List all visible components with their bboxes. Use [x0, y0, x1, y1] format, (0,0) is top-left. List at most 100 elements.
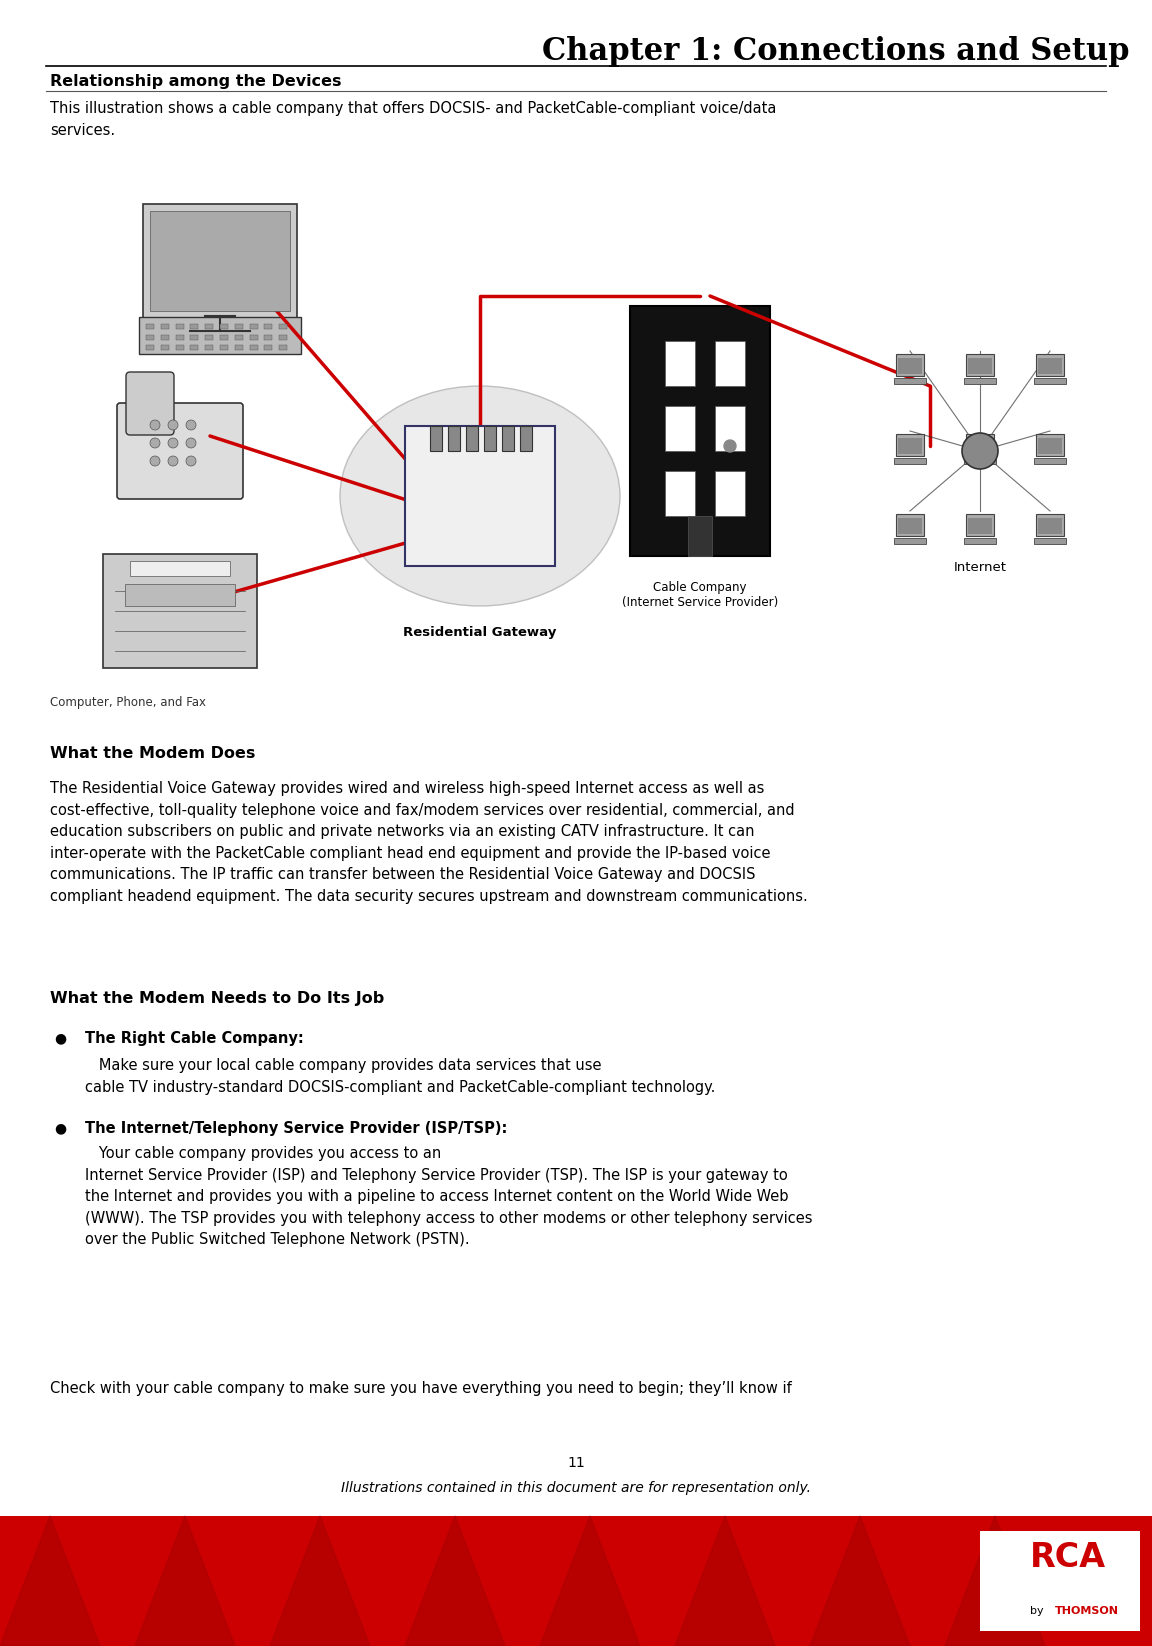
Polygon shape [945, 1516, 1045, 1646]
Bar [235, 346, 243, 351]
Bar [126, 584, 235, 606]
Text: The Internet/Telephony Service Provider (ISP/TSP):: The Internet/Telephony Service Provider … [85, 1121, 507, 1136]
Bar [484, 426, 497, 451]
Bar [688, 515, 712, 556]
Bar [967, 354, 994, 375]
Bar [220, 346, 228, 351]
Bar [220, 334, 228, 339]
Bar [0, 1516, 1152, 1646]
Bar [502, 426, 514, 451]
Bar [279, 324, 287, 329]
Text: Relationship among the Devices: Relationship among the Devices [50, 74, 341, 89]
Bar [265, 334, 272, 339]
Bar [715, 471, 745, 515]
Bar [250, 324, 258, 329]
Circle shape [168, 420, 179, 430]
Bar [235, 334, 243, 339]
Bar [894, 538, 926, 543]
Polygon shape [810, 1516, 910, 1646]
Text: What the Modem Needs to Do Its Job: What the Modem Needs to Do Its Job [50, 991, 385, 1006]
Bar [715, 341, 745, 387]
Bar [279, 334, 287, 339]
Bar [964, 379, 996, 384]
FancyBboxPatch shape [103, 555, 257, 668]
Text: Make sure your local cable company provides data services that use
cable TV indu: Make sure your local cable company provi… [85, 1058, 715, 1095]
Bar [265, 324, 272, 329]
FancyBboxPatch shape [143, 204, 297, 318]
FancyBboxPatch shape [150, 211, 290, 311]
Bar [964, 538, 996, 543]
Text: Internet: Internet [954, 561, 1007, 574]
Bar [967, 514, 994, 537]
Ellipse shape [340, 387, 620, 606]
Polygon shape [675, 1516, 775, 1646]
FancyBboxPatch shape [30, 137, 1130, 746]
Bar [161, 346, 169, 351]
Bar [175, 346, 183, 351]
Text: The Residential Voice Gateway provides wired and wireless high-speed Internet ac: The Residential Voice Gateway provides w… [50, 780, 808, 904]
Bar [448, 426, 460, 451]
Text: ●: ● [54, 1121, 66, 1136]
Bar [190, 346, 198, 351]
Bar [130, 561, 230, 576]
Bar [205, 346, 213, 351]
Bar [1036, 354, 1064, 375]
Text: THOMSON: THOMSON [1055, 1606, 1119, 1616]
Bar [467, 426, 478, 451]
FancyBboxPatch shape [139, 318, 301, 354]
FancyBboxPatch shape [126, 372, 174, 435]
Bar [1038, 357, 1062, 374]
Bar [190, 334, 198, 339]
Circle shape [150, 438, 160, 448]
Bar [968, 357, 992, 374]
Bar [250, 346, 258, 351]
Text: What the Modem Does: What the Modem Does [50, 746, 256, 760]
Text: This illustration shows a cable company that offers DOCSIS- and PacketCable-comp: This illustration shows a cable company … [50, 100, 776, 138]
Bar [1038, 517, 1062, 533]
Bar [899, 438, 922, 454]
Bar [1034, 379, 1066, 384]
Text: Chapter 1: Connections and Setup: Chapter 1: Connections and Setup [543, 36, 1130, 67]
Text: Your cable company provides you access to an
Internet Service Provider (ISP) and: Your cable company provides you access t… [85, 1146, 812, 1248]
Bar [899, 517, 922, 533]
Bar [220, 324, 228, 329]
Bar [175, 324, 183, 329]
Bar [205, 334, 213, 339]
Circle shape [962, 433, 998, 469]
FancyBboxPatch shape [118, 403, 243, 499]
Circle shape [723, 439, 736, 453]
Bar [665, 407, 695, 451]
Text: Computer, Phone, and Fax: Computer, Phone, and Fax [50, 696, 206, 709]
Text: Residential Gateway: Residential Gateway [403, 625, 556, 639]
Bar [896, 433, 924, 456]
Bar [665, 471, 695, 515]
Bar [146, 334, 154, 339]
Bar [430, 426, 442, 451]
Text: by: by [1030, 1606, 1047, 1616]
Bar [1034, 458, 1066, 464]
Bar [665, 341, 695, 387]
Circle shape [168, 438, 179, 448]
Text: RCA: RCA [1030, 1541, 1106, 1574]
Bar [146, 324, 154, 329]
Bar [894, 379, 926, 384]
Bar [175, 334, 183, 339]
Bar [968, 517, 992, 533]
Bar [899, 357, 922, 374]
Bar [896, 514, 924, 537]
Circle shape [168, 456, 179, 466]
Circle shape [185, 420, 196, 430]
Text: ●: ● [54, 1030, 66, 1045]
Text: The Right Cable Company:: The Right Cable Company: [85, 1030, 304, 1045]
Bar [161, 334, 169, 339]
Bar [896, 354, 924, 375]
Bar [161, 324, 169, 329]
Circle shape [185, 438, 196, 448]
Bar [235, 324, 243, 329]
Polygon shape [406, 1516, 505, 1646]
Polygon shape [0, 1516, 100, 1646]
Bar [1036, 433, 1064, 456]
Bar [146, 346, 154, 351]
Bar [265, 346, 272, 351]
Bar [715, 407, 745, 451]
